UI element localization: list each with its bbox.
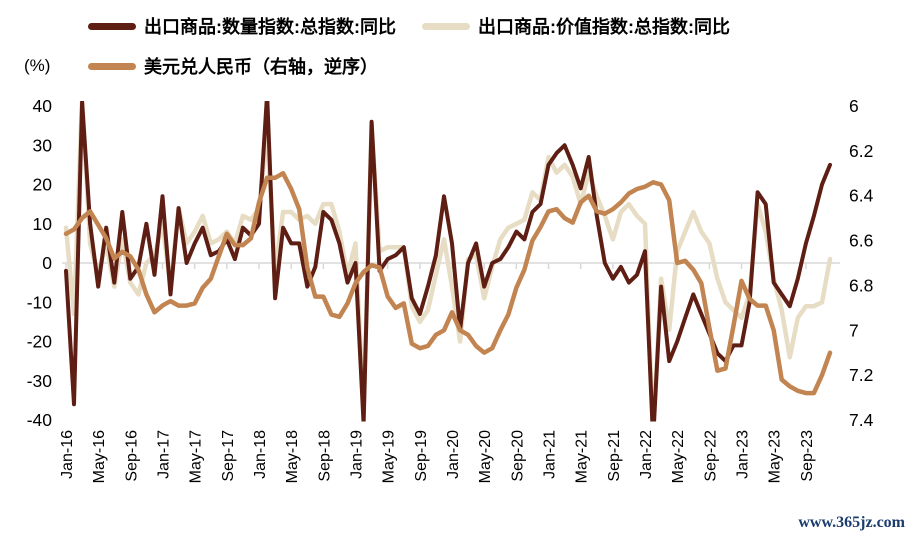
left-axis-tick-label: -40: [27, 410, 53, 430]
x-axis-tick-label: May-20: [477, 430, 494, 483]
legend-item-usdcny: 美元兑人民币（右轴，逆序）: [88, 53, 378, 79]
legend-row-2: (%) 美元兑人民币（右轴，逆序）: [0, 46, 912, 86]
right-axis-tick-label: 6: [849, 96, 859, 116]
quantity-series-label: 出口商品:数量指数:总指数:同比: [144, 17, 396, 37]
legend-item-quantity-index: 出口商品:数量指数:总指数:同比: [88, 13, 396, 39]
x-axis-tick-label: Jan-21: [542, 430, 559, 479]
x-axis-tick-label: Sep-17: [220, 430, 237, 482]
x-axis-tick-label: May-18: [284, 430, 301, 483]
x-axis-tick-label: Sep-23: [799, 430, 816, 482]
usdcny-series-swatch: [88, 62, 136, 70]
legend-item-value-index: 出口商品:价值指数:总指数:同比: [421, 13, 730, 39]
right-axis-tick-label: 7.4: [849, 410, 874, 430]
series-line-0: [64, 101, 832, 422]
left-axis-tick-label: -10: [27, 292, 53, 312]
left-axis-tick-label: -30: [27, 371, 53, 391]
right-axis-tick-label: 6.2: [849, 141, 873, 161]
right-axis-tick-label: 6.6: [849, 231, 873, 251]
right-axis-tick-label: 6.4: [849, 186, 874, 206]
left-axis-tick-label: 40: [33, 96, 53, 116]
right-axis-tick-label: 7: [849, 320, 859, 340]
x-axis-tick-label: May-17: [188, 430, 205, 483]
left-axis-tick-label: 20: [33, 175, 53, 195]
x-axis-tick-label: Sep-18: [316, 430, 333, 482]
legend: 出口商品:数量指数:总指数:同比 出口商品:价值指数:总指数:同比 (%) 美元…: [0, 6, 912, 86]
right-axis-tick-label: 6.8: [849, 275, 873, 295]
quantity-series-swatch: [88, 22, 136, 30]
legend-row-1: 出口商品:数量指数:总指数:同比 出口商品:价值指数:总指数:同比: [0, 6, 912, 46]
series-line-2: [63, 171, 833, 396]
x-axis-tick-label: May-22: [670, 430, 687, 483]
value-series-label: 出口商品:价值指数:总指数:同比: [477, 17, 730, 37]
x-axis-tick-label: Jan-17: [156, 430, 173, 479]
x-axis-tick-label: Sep-21: [606, 430, 623, 482]
x-axis-tick-label: Jan-23: [735, 430, 752, 479]
x-axis-tick-label: Sep-20: [509, 430, 526, 482]
x-axis-tick-label: May-19: [381, 430, 398, 483]
x-axis-tick-label: Jan-22: [638, 430, 655, 479]
series-line-1: [63, 101, 833, 422]
x-axis-tick-label: Sep-16: [123, 430, 140, 482]
right-axis-tick-label: 7.2: [849, 365, 873, 385]
left-axis-tick-label: 30: [33, 135, 53, 155]
x-axis-tick-label: May-23: [767, 430, 784, 483]
x-axis-tick-label: May-21: [574, 430, 591, 483]
x-axis-tick-label: Sep-19: [413, 430, 430, 482]
x-axis-tick-label: Sep-22: [702, 430, 719, 482]
x-axis-tick-label: Jan-19: [349, 430, 366, 479]
x-axis-tick-label: Jan-20: [445, 430, 462, 479]
watermark: www.365jz.com: [798, 514, 905, 531]
x-axis-tick-label: Jan-18: [252, 430, 269, 479]
left-axis-tick-label: -20: [27, 332, 53, 352]
usdcny-series-label: 美元兑人民币（右轴，逆序）: [144, 57, 378, 77]
left-axis-tick-label: 0: [42, 253, 52, 273]
x-axis-tick-label: Jan-16: [59, 430, 76, 479]
left-axis-tick-label: 10: [33, 214, 53, 234]
value-series-swatch: [421, 22, 470, 30]
x-axis-tick-label: May-16: [91, 430, 108, 483]
left-axis-unit-label: (%): [24, 56, 51, 75]
